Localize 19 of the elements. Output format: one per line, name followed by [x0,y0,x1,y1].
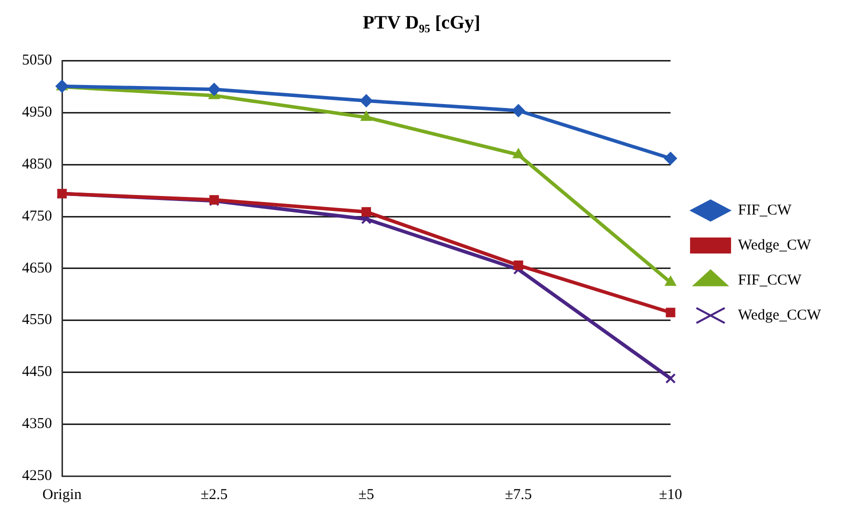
legend-label: FIF_CCW [738,272,802,288]
x-tick-label: ±2.5 [200,486,228,503]
legend-label: Wedge_CCW [738,307,822,324]
y-tick-label: 4750 [22,208,52,224]
y-tick-label: 4550 [22,312,52,328]
x-tick-label: ±5 [358,486,374,503]
y-tick-label: 4250 [22,468,52,484]
y-tick-label: 4850 [22,156,52,173]
y-tick-label: 4450 [22,364,52,380]
legend-label: FIF_CW [738,202,792,218]
y-tick-label: 4350 [22,416,52,432]
y-tick-label: 4650 [22,260,52,276]
chart-title: PTV D₉₅ [cGy] [362,12,480,34]
x-tick-label: Origin [42,486,82,503]
x-tick-label: ±10 [658,486,682,503]
x-tick-label: ±7.5 [504,486,532,503]
legend-label: Wedge_CW [738,237,812,254]
y-tick-label: 5050 [22,52,52,69]
y-tick-label: 4950 [22,104,52,121]
